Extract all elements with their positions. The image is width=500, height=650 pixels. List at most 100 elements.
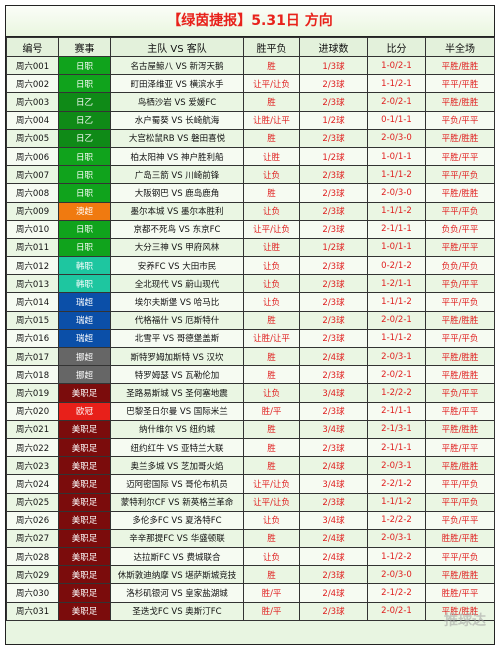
match-id: 周六013 [6,274,59,294]
table-row: 周六019 美职足 圣路易斯城 VS 圣何塞地震 让负 3/4球 1-2/2-2 平负/平平 [6,383,495,403]
goals-pick: 3/4球 [299,474,368,494]
table-row: 周六025 美职足 蒙特利尔CF VS 新英格兰革命 让平/让负 2/3球 1-1/1-2… [6,492,495,512]
half-full-pick: 平胜/胜胜 [425,92,495,112]
table-row: 周六030 美职足 洛杉矶银河 VS 皇家盐湖城 胜/平 2/4球 2-1/2-2 胜胜/平… [6,583,495,603]
league-badge: 瑞超 [58,310,111,330]
half-full-pick: 平胜/胜胜 [425,365,495,385]
match-teams: 多伦多FC VS 夏洛特FC [110,510,244,530]
result-pick: 胜/平 [243,583,300,603]
table-row: 周六011 日职 大分三神 VS 甲府风林 让胜 1/2球 1-0/1-1 平胜/平平 [6,237,495,258]
result-pick: 让平/让负 [243,74,300,94]
table-row: 周六014 瑞超 埃尔夫斯堡 VS 哈马比 让负 2/3球 1-1/1-2 平平/平负 [6,292,495,312]
score-pick: 1-1/2-2 [367,547,426,567]
goals-pick: 1/3球 [299,55,368,76]
goals-pick: 2/3球 [299,310,368,330]
half-full-pick: 平胜/胜胜 [425,346,495,367]
match-teams: 迈阿密国际 VS 哥伦布机员 [110,474,244,494]
league-badge: 美职足 [58,383,111,403]
half-full-pick: 平胜/平平 [425,401,495,421]
table-row: 周六018 挪超 特罗姆瑟 VS 瓦勒伦加胜 2/3球 2-0/2-1 平胜/胜胜 [6,365,495,385]
score-pick: 2-0/3-1 [367,528,426,549]
match-id: 周六022 [6,437,59,458]
half-full-pick: 平负/平平 [425,274,495,294]
half-full-pick: 平平/平负 [425,474,495,494]
result-pick: 胜 [243,310,300,330]
score-pick: 1-1/1-2 [367,328,426,349]
match-id: 周六009 [6,201,59,221]
match-id: 周六015 [6,310,59,330]
league-badge: 日乙 [58,92,111,112]
result-pick: 胜/平 [243,601,300,621]
score-pick: 1-1/1-2 [367,292,426,312]
table-row: 周六004 日乙 水户蜀葵 VS 长崎航海 让胜/让平 1/2球 0-1/1-1 平负/平平 [6,110,495,130]
header-league: 赛事 [58,37,111,57]
league-badge: 美职足 [58,456,111,476]
goals-pick: 2/3球 [299,401,368,421]
goals-pick: 3/4球 [299,419,368,439]
match-teams: 名古屋鲸八 VS 新泻天鹅 [110,55,244,76]
goals-pick: 2/3球 [299,256,368,276]
score-pick: 2-1/1-1 [367,401,426,421]
league-badge: 日乙 [58,128,111,148]
half-full-pick: 平胜/胜胜 [425,419,495,439]
match-id: 周六003 [6,92,59,112]
table-row: 周六015 瑞超 代格福什 VS 厄斯特什胜 2/3球 2-0/2-1 平胜/胜胜 [6,310,495,330]
result-pick: 让负 [243,274,300,294]
table-row: 周六020 欧冠 巴黎圣日尔曼 VS 国际米兰 胜/平 2/3球 2-1/1-1 平胜/平平 [6,401,495,421]
header-match: 主队 VS 客队 [110,37,244,57]
league-badge: 韩职 [58,256,111,276]
match-teams: 全北现代 VS 蔚山现代 [110,274,244,294]
league-badge: 韩职 [58,274,111,294]
match-id: 周六023 [6,456,59,476]
match-teams: 奥兰多城 VS 芝加哥火焰 [110,456,244,476]
result-pick: 让平/让负 [243,474,300,494]
result-pick: 胜 [243,365,300,385]
half-full-pick: 胜胜/平胜 [425,528,495,549]
score-pick: 2-0/3-0 [367,565,426,585]
league-badge: 日职 [58,146,111,167]
table-row: 周六003 日乙 鸟栖沙岩 VS 爱媛FC 胜 2/3球 2-0/2-1 平胜/胜胜 [6,92,495,112]
score-pick: 2-1/1-1 [367,437,426,458]
half-full-pick: 平负/平平 [425,510,495,530]
half-full-pick: 平胜/胜胜 [425,310,495,330]
goals-pick: 2/3球 [299,201,368,221]
score-pick: 2-1/1-1 [367,219,426,239]
result-pick: 胜/平 [243,401,300,421]
result-pick: 让负 [243,510,300,530]
goals-pick: 2/4球 [299,456,368,476]
goals-pick: 2/3球 [299,92,368,112]
match-teams: 休斯敦迪纳摩 VS 堪萨斯城竞技 [110,565,244,585]
match-id: 周六029 [6,565,59,585]
result-pick: 让胜/让平 [243,328,300,349]
league-badge: 日职 [58,74,111,94]
league-badge: 挪超 [58,365,111,385]
table-row: 周六016 瑞超 北雪平 VS 哥德堡盖斯 让胜/让平 2/3球 1-1/1-2 平平/平负 [6,328,495,349]
league-badge: 澳超 [58,201,111,221]
goals-pick: 2/3球 [299,292,368,312]
half-full-pick: 平胜/胜胜 [425,565,495,585]
match-teams: 洛杉矶银河 VS 皇家盐湖城 [110,583,244,603]
league-badge: 美职足 [58,510,111,530]
league-badge: 美职足 [58,419,111,439]
result-pick: 让胜/让平 [243,110,300,130]
score-pick: 1-0/1-1 [367,237,426,258]
goals-pick: 2/3球 [299,274,368,294]
half-full-pick: 负负/平平 [425,219,495,239]
table-row: 周六024 美职足 迈阿密国际 VS 哥伦布机员 让平/让负 3/4球 2-2/1-2 平平… [6,474,495,494]
goals-pick: 2/3球 [299,183,368,203]
score-pick: 2-0/3-1 [367,456,426,476]
league-badge: 美职足 [58,492,111,512]
goals-pick: 3/4球 [299,383,368,403]
score-pick: 2-1/3-1 [367,419,426,439]
table-row: 周六028 美职足 达拉斯FC VS 费城联合 让负 2/4球 1-1/2-2 平平/平负 [6,547,495,567]
league-badge: 美职足 [58,437,111,458]
score-pick: 1-0/2-1 [367,55,426,76]
match-id: 周六012 [6,256,59,276]
match-id: 周六019 [6,383,59,403]
league-badge: 美职足 [58,474,111,494]
score-pick: 1-1/1-2 [367,201,426,221]
league-badge: 日乙 [58,110,111,130]
half-full-pick: 胜胜/平平 [425,583,495,603]
match-id: 周六026 [6,510,59,530]
match-teams: 大分三神 VS 甲府风林 [110,237,244,258]
